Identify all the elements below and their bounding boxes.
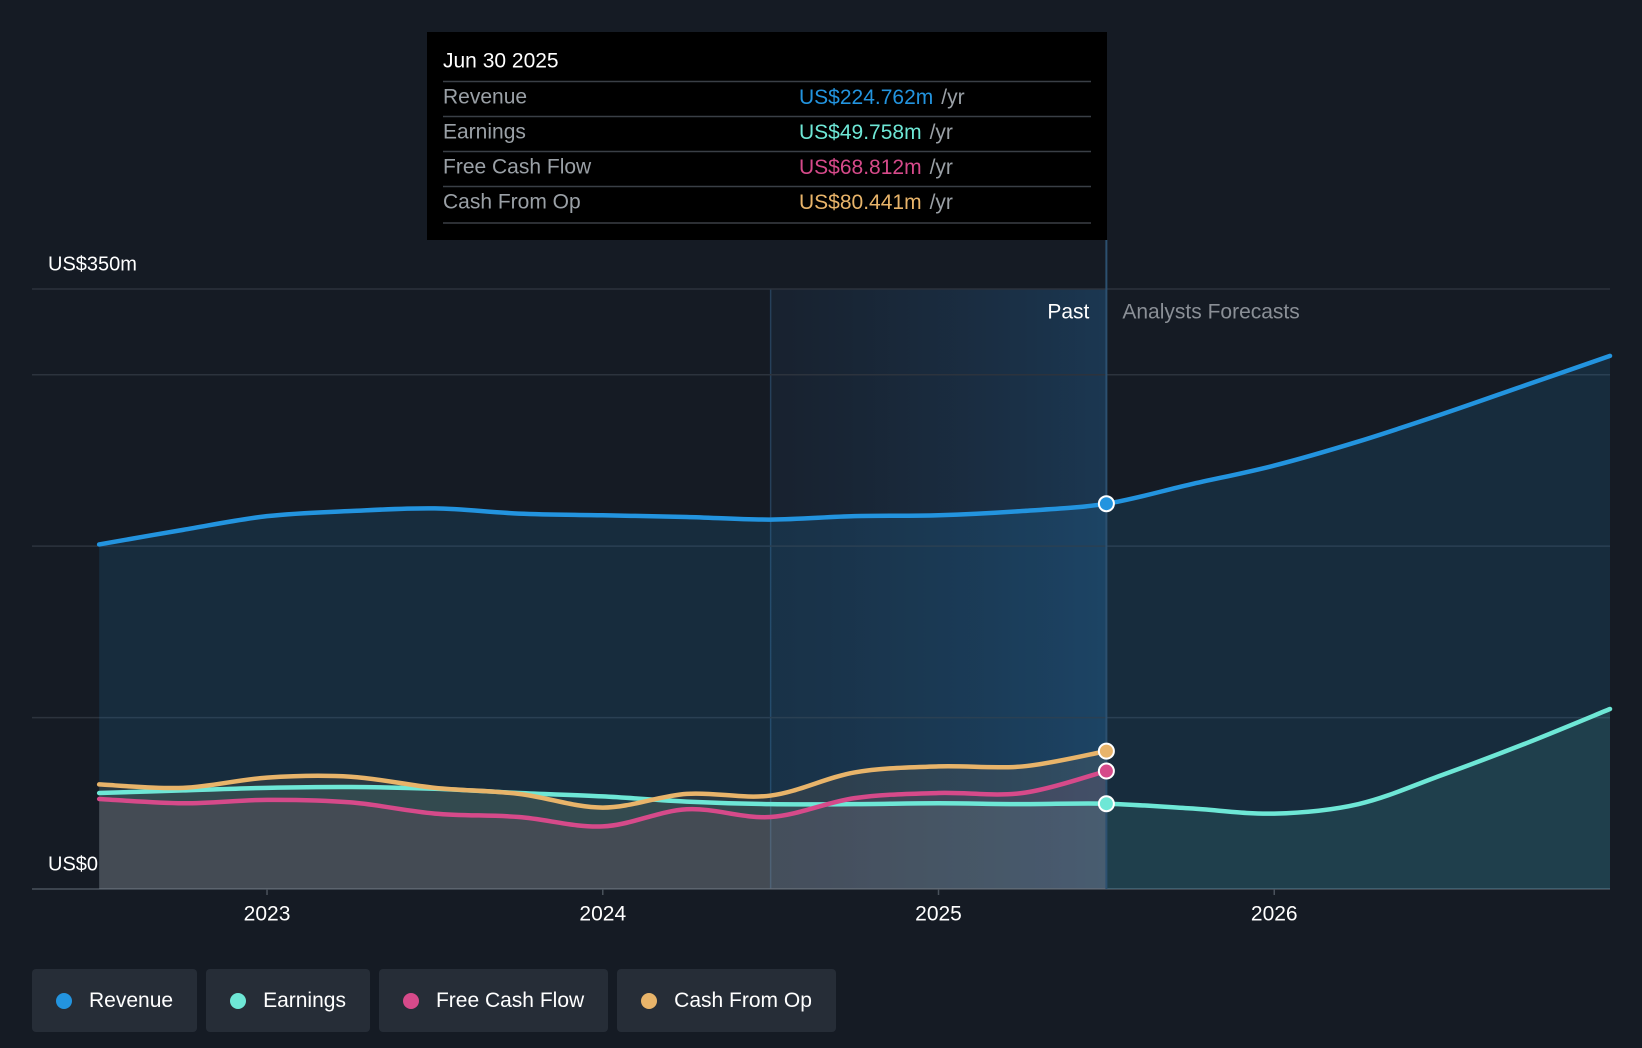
legend-label: Free Cash Flow <box>435 988 585 1012</box>
tooltip-value: US$68.812m/yr <box>799 156 953 179</box>
tooltip-value-text: US$224.762m <box>799 86 933 109</box>
tooltip-unit: /yr <box>930 191 953 214</box>
tooltip-unit: /yr <box>941 86 964 109</box>
tooltip-value: US$49.758m/yr <box>799 121 953 144</box>
legend-label: Cash From Op <box>674 988 812 1012</box>
tooltip-label: Revenue <box>443 86 527 109</box>
past-label: Past <box>1047 301 1089 324</box>
tooltip-box <box>427 32 1107 240</box>
tooltip: Jun 30 2025 Revenue US$224.762m/yr Earning… <box>427 32 1107 240</box>
legend-item[interactable]: Revenue <box>32 969 198 1032</box>
forecast-label: Analysts Forecasts <box>1122 301 1299 324</box>
series-area <box>99 355 1611 889</box>
x-tick-label: 2023 <box>244 903 291 926</box>
y-tick-label: US$350m <box>48 253 137 275</box>
series-line <box>96 353 1613 547</box>
legend-swatch <box>402 992 419 1009</box>
highlight-point <box>1097 795 1115 813</box>
tooltip-title: Jun 30 2025 <box>443 50 559 73</box>
legend-item[interactable]: Earnings <box>206 969 370 1032</box>
tooltip-value: US$80.441m/yr <box>799 191 953 214</box>
series-area <box>99 709 1611 889</box>
tooltip-label: Free Cash Flow <box>443 156 592 179</box>
highlight-point <box>1097 742 1115 760</box>
x-tick-label: 2025 <box>915 903 962 926</box>
highlight-point <box>1097 495 1115 513</box>
legend-swatch <box>56 992 72 1009</box>
tooltip-value-text: US$80.441m <box>799 191 922 214</box>
x-tick-label: 2026 <box>1251 903 1298 926</box>
series-line <box>96 748 1109 810</box>
legend-item[interactable]: Cash From Op <box>617 969 836 1032</box>
series-area <box>99 771 1107 889</box>
series-line <box>96 706 1613 816</box>
tooltip-unit: /yr <box>930 121 953 144</box>
legend-swatch <box>641 992 658 1009</box>
tooltip-value-text: US$68.812m <box>799 156 922 179</box>
legend-swatch <box>230 992 247 1009</box>
legend-label: Revenue <box>89 988 174 1012</box>
tooltip-value-text: US$49.758m <box>799 121 922 144</box>
highlight-point <box>1097 762 1115 780</box>
series-line <box>96 768 1109 829</box>
tooltip-unit: /yr <box>930 156 953 179</box>
x-tick-label: 2024 <box>579 903 626 926</box>
y-tick-label: US$0 <box>48 853 98 875</box>
legend-item[interactable]: Free Cash Flow <box>378 969 609 1032</box>
tooltip-label: Earnings <box>443 121 526 144</box>
tooltip-value: US$224.762m/yr <box>799 86 965 109</box>
tooltip-label: Cash From Op <box>443 191 581 214</box>
legend-label: Earnings <box>263 988 346 1012</box>
legend: Revenue Earnings Free Cash Flow Cash From O… <box>32 969 836 1032</box>
